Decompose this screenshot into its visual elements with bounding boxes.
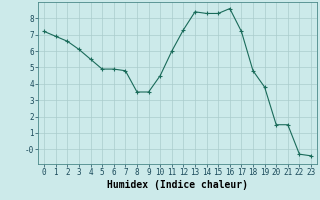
- X-axis label: Humidex (Indice chaleur): Humidex (Indice chaleur): [107, 180, 248, 190]
